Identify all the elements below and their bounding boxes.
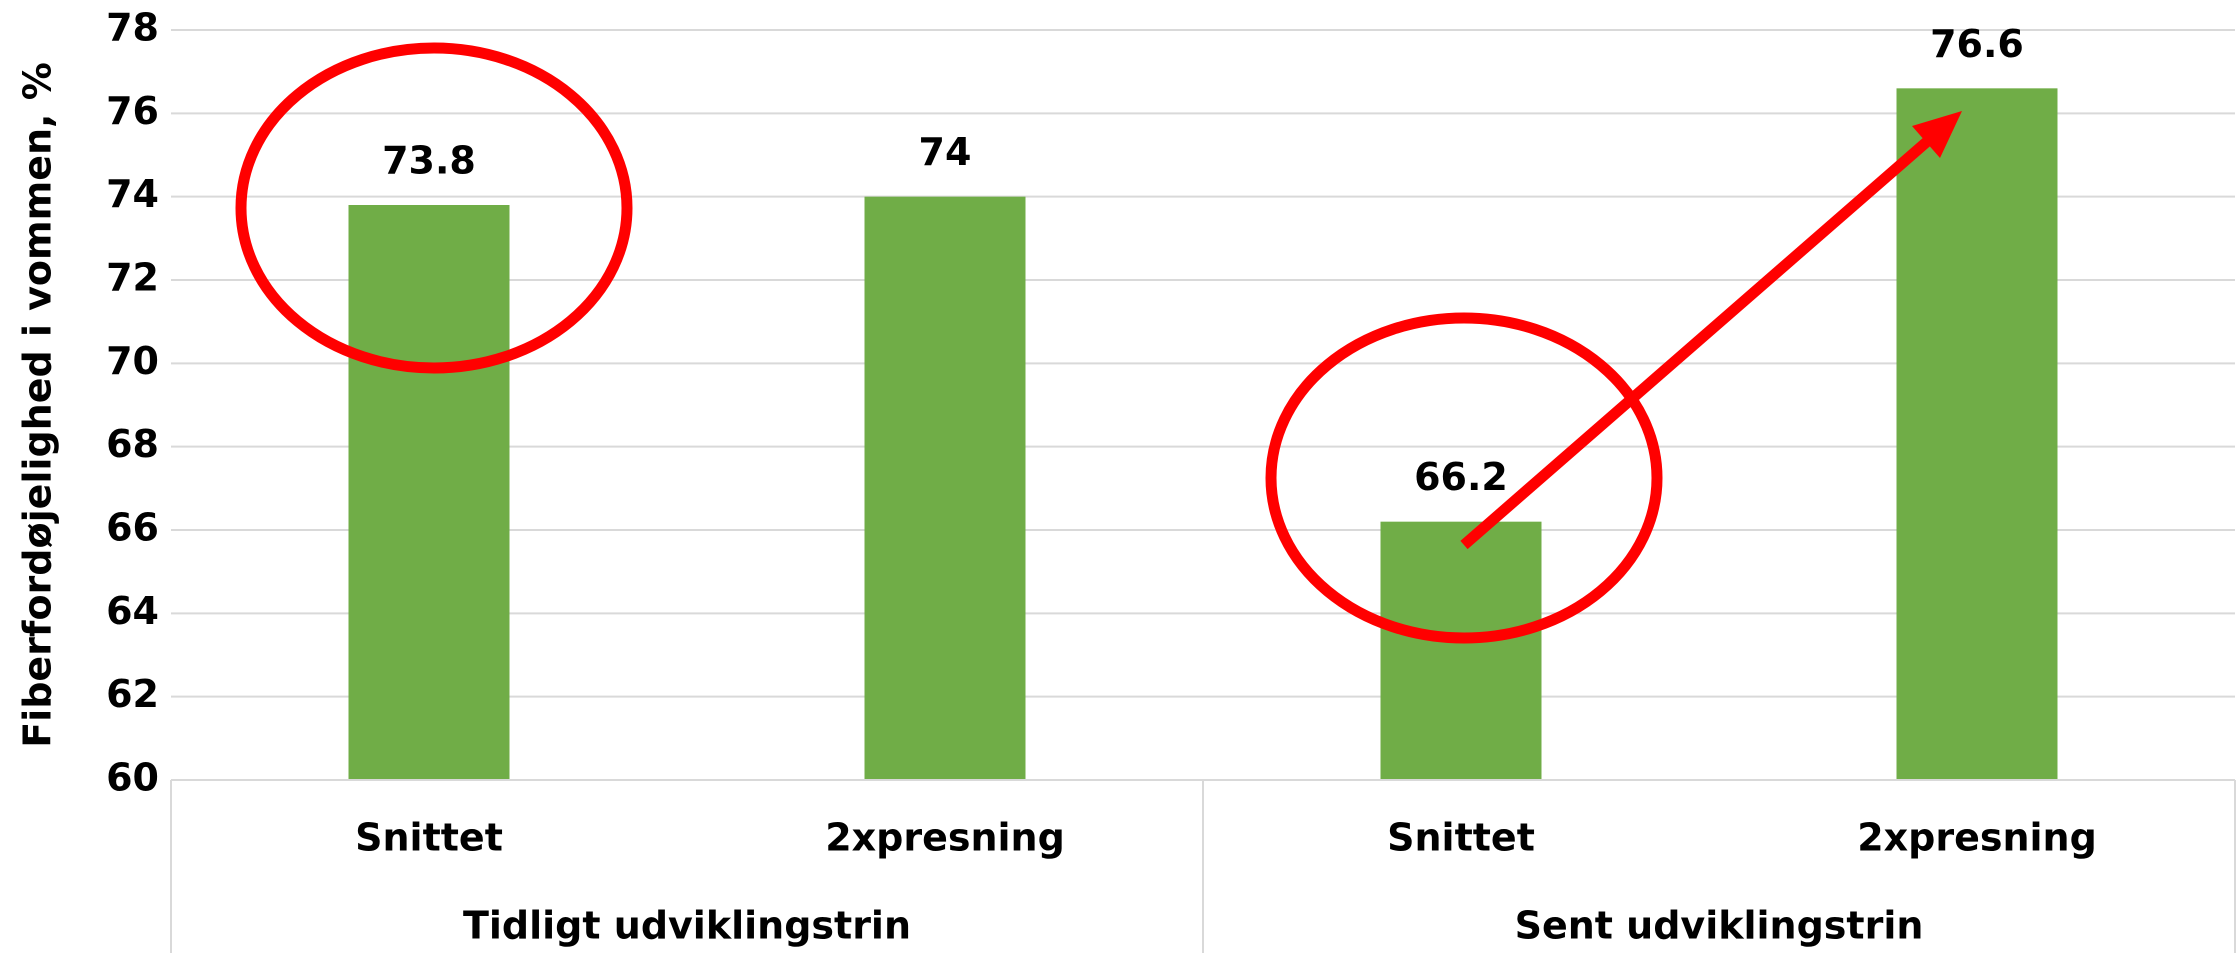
y-tick-label: 60 [106,756,159,800]
group-label: Sent udviklingstrin [1515,904,1924,948]
value-label: 66.2 [1414,455,1508,499]
y-tick-label: 76 [106,89,159,133]
highlight-ellipse [235,42,633,374]
y-tick-label: 62 [106,672,159,716]
arrow-head [1912,111,1962,158]
y-tick-label: 72 [106,256,159,300]
y-axis-label: Fiberfordøjelighed i vommen, % [16,62,60,748]
y-tick-label: 64 [106,589,159,633]
x-tick-label: Snittet [355,816,503,860]
value-label: 76.6 [1930,22,2024,66]
bar [864,196,1026,780]
group-label: Tidligt udviklingstrin [463,904,911,948]
bar [1380,521,1542,780]
x-tick-label: Snittet [1387,816,1535,860]
value-label: 74 [919,130,972,174]
arrow-line [1460,134,1934,550]
y-tick-label: 68 [106,422,159,466]
plot: 60 62 64 66 68 70 72 74 76 78 73.8 Snittet 74 2xpresn… [106,6,2236,953]
annotations [235,42,1962,644]
value-label: 73.8 [382,139,476,183]
bar [348,205,510,780]
y-tick-label: 78 [106,6,159,50]
highlight-ellipse [1265,312,1663,644]
x-tick-label: 2xpresning [825,816,1065,860]
y-tick-label: 70 [106,339,159,383]
y-tick-label: 66 [106,506,159,550]
x-tick-label: 2xpresning [1857,816,2097,860]
y-tick-label: 74 [106,172,159,216]
bar [1896,88,2058,781]
